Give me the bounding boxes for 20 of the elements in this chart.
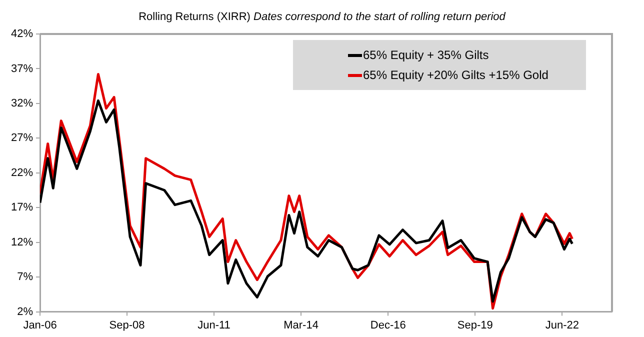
x-tick-label: Jun-22: [545, 319, 579, 332]
y-tick-label: 42%: [10, 28, 34, 40]
y-tick-label: 32%: [10, 97, 34, 110]
legend-label: 65% Equity + 35% Gilts: [363, 48, 489, 62]
x-tick-label: Mar-14: [284, 319, 318, 332]
chart-title: Rolling Returns (XIRR): [138, 11, 250, 23]
y-tick-label: 37%: [10, 62, 34, 75]
x-tick-label: Sep-08: [109, 319, 145, 332]
chart-subtitle: Dates correspond to the start of rolling return period: [252, 11, 506, 23]
y-tick-label: 22%: [10, 166, 34, 179]
y-tick-label: 27%: [10, 132, 34, 144]
x-tick-label: Dec-16: [370, 319, 406, 332]
y-tick-label: 12%: [10, 236, 34, 248]
y-tick-label: 17%: [10, 202, 34, 214]
x-tick-label: Jan-06: [23, 319, 57, 332]
y-tick-label: 7%: [17, 271, 34, 284]
legend-label: 65% Equity +20% Gilts +15% Gold: [363, 68, 548, 82]
x-tick-label: Jun-11: [198, 319, 230, 332]
x-tick-label: Sep-19: [457, 319, 493, 332]
y-tick-label: 2%: [17, 306, 34, 318]
